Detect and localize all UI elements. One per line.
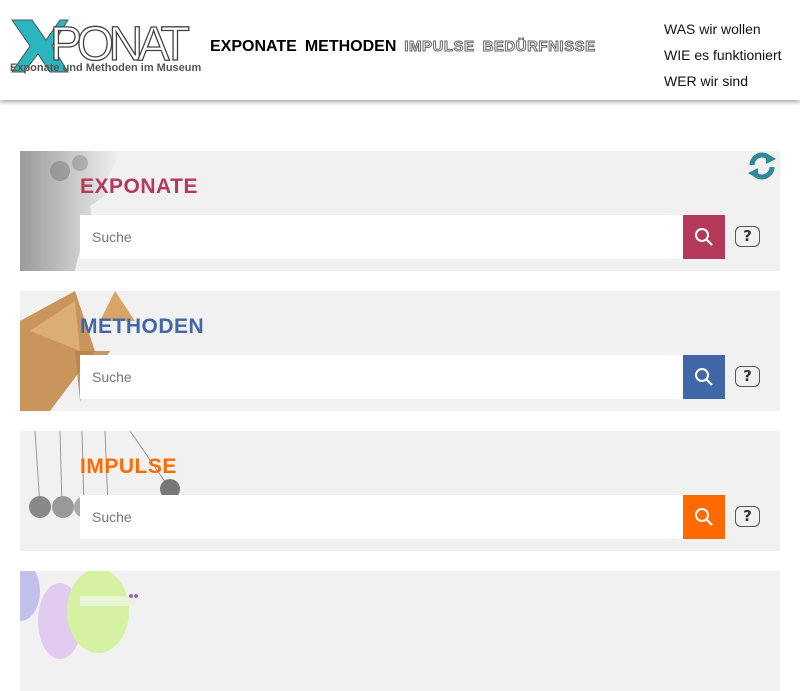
section-title: EXPONATE — [80, 175, 198, 198]
statue-image — [20, 151, 120, 271]
main-nav: EXPONATE METHODEN IMPULSE BEDÜRFNISSE — [210, 38, 596, 56]
nav-impulse[interactable]: IMPULSE — [404, 38, 475, 56]
section-methoden: METHODEN ? — [20, 291, 780, 411]
nav-wer[interactable]: WER wir sind — [664, 73, 749, 89]
section-impulse: IMPULSE ? — [20, 431, 780, 551]
impulse-search-button[interactable] — [683, 495, 725, 539]
section-title: METHODEN — [80, 315, 205, 338]
impulse-search-input[interactable] — [80, 495, 683, 539]
site-header: PONAT Exponate und Methoden im Museum EX… — [0, 0, 800, 100]
search-icon — [695, 228, 713, 246]
info-nav: WAS wir wollen WIE es funktioniert WER w… — [664, 16, 782, 94]
search-icon — [695, 508, 713, 526]
methoden-search-input[interactable] — [80, 355, 683, 399]
help-icon[interactable]: ? — [735, 226, 760, 247]
exponate-search-button[interactable] — [683, 215, 725, 259]
nav-beduerfnisse[interactable]: BEDÜRFNISSE — [482, 38, 596, 56]
xponat-logo[interactable]: PONAT — [10, 14, 192, 78]
section-exponate: EXPONATE ? — [20, 151, 780, 271]
help-icon[interactable]: ? — [735, 506, 760, 527]
refresh-icon[interactable] — [746, 151, 778, 181]
logo-subtitle: Exponate und Methoden im Museum — [10, 62, 202, 74]
search-icon — [695, 368, 713, 386]
section-beduerfnisse — [20, 571, 780, 691]
svg-text:PONAT: PONAT — [50, 18, 190, 71]
help-icon[interactable]: ? — [735, 366, 760, 387]
nav-methoden[interactable]: METHODEN — [304, 38, 397, 55]
methoden-search-button[interactable] — [683, 355, 725, 399]
nav-wie[interactable]: WIE es funktioniert — [664, 47, 782, 63]
nav-exponate[interactable]: EXPONATE — [210, 38, 297, 55]
balloons-image — [20, 571, 138, 659]
section-title: IMPULSE — [80, 455, 177, 478]
exponate-search-input[interactable] — [80, 215, 683, 259]
nav-was[interactable]: WAS wir wollen — [664, 21, 761, 37]
